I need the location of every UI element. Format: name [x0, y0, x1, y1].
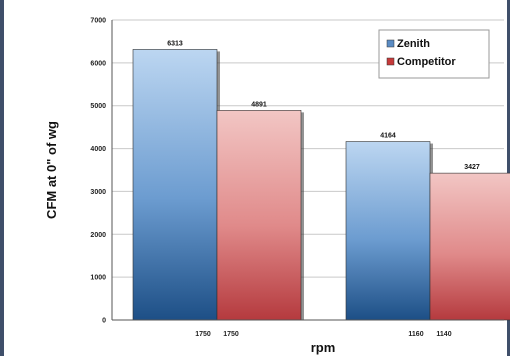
x-axis-ticks: 1750 1750 1160 1140 [195, 331, 451, 338]
legend-box [378, 29, 490, 79]
bar-zenith-2 [345, 141, 431, 321]
y-tick-label: 5000 [90, 103, 106, 110]
bars [132, 49, 510, 321]
y-tick-label: 2000 [90, 232, 106, 239]
data-label: 4891 [251, 101, 267, 108]
bar-competitor-1 [216, 110, 302, 321]
legend-label-competitor: Competitor [397, 56, 456, 68]
y-tick-label: 1000 [90, 275, 106, 282]
x-tick-label: 1750 [195, 331, 211, 338]
x-tick-label: 1750 [223, 331, 239, 338]
legend: Zenith Competitor [378, 29, 490, 79]
data-label: 3427 [464, 164, 480, 171]
bar-chart: 0 1000 2000 3000 4000 5000 6000 7000 6313 4891 41… [44, 18, 510, 355]
x-tick-label: 1140 [436, 331, 451, 338]
bar-competitor-2 [429, 172, 510, 321]
data-label: 4164 [380, 133, 396, 140]
y-tick-label: 4000 [90, 146, 106, 153]
y-tick-label: 3000 [90, 189, 106, 196]
y-axis-ticks: 0 1000 2000 3000 4000 5000 6000 7000 [90, 18, 106, 325]
y-tick-label: 0 [102, 318, 106, 325]
y-axis-title: CFM at 0" of wg [44, 121, 59, 219]
legend-label-zenith: Zenith [397, 38, 430, 50]
data-labels: 6313 4891 4164 3427 [167, 40, 480, 171]
bar-zenith-1 [132, 49, 218, 321]
data-label: 6313 [167, 40, 183, 47]
y-tick-label: 7000 [90, 18, 106, 25]
legend-swatch-competitor [386, 57, 395, 66]
legend-swatch-zenith [386, 39, 395, 48]
y-tick-label: 6000 [90, 60, 106, 67]
x-tick-label: 1160 [408, 331, 423, 338]
axes [111, 20, 504, 321]
x-axis-title: rpm [311, 340, 336, 355]
